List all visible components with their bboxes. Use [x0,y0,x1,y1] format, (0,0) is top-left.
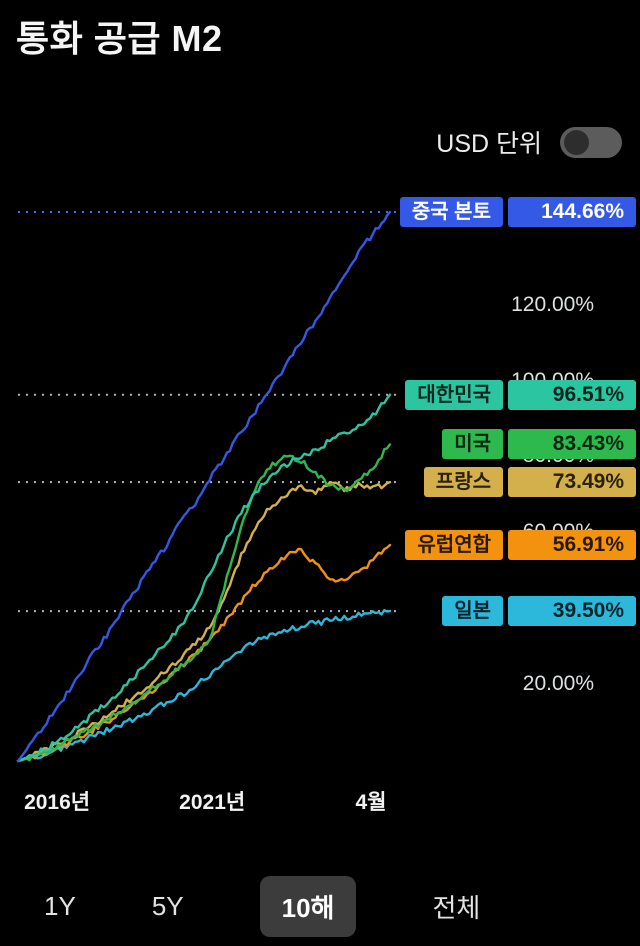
x-axis-label-2016: 2016년 [24,791,91,814]
series-legend-eu: 유럽연합 56.91% [405,530,636,560]
series-value: 144.66% [508,197,636,227]
series-label: 유럽연합 [405,530,503,560]
x-axis-label-april: 4월 [355,791,387,814]
series-label: 프랑스 [423,467,503,498]
series-label: 일본 [442,596,503,627]
range-button-all[interactable]: 전체 [432,878,480,935]
toggle-knob-icon [564,129,589,155]
range-button-1y[interactable]: 1Y [44,881,76,932]
page-title: 통화 공급 M2 [16,18,223,59]
series-legend-france: 프랑스 73.49% [423,467,636,498]
series-legend-japan: 일본 39.50% [442,596,636,627]
series-value: 96.51% [508,379,636,410]
series-legend-china: 중국 본토 144.66% [399,197,636,227]
usd-unit-label: USD 단위 [436,130,542,158]
series-value: 83.43% [508,429,636,460]
y-axis-label: 20.00% [522,672,594,696]
series-value: 56.91% [508,530,636,560]
y-axis-label: 120.00% [511,292,594,316]
series-value: 73.49% [508,467,636,498]
series-legend-usa: 미국 83.43% [442,429,636,460]
series-label: 대한민국 [405,379,503,410]
usd-toggle-switch[interactable] [560,126,622,158]
series-value: 39.50% [508,596,636,627]
x-axis-label-2021: 2021년 [179,791,246,814]
range-button-5y[interactable]: 5Y [152,881,184,932]
time-range-bar: 1Y 5Y 10해 전체 [44,876,480,937]
range-button-10y[interactable]: 10해 [259,876,357,937]
series-label: 중국 본토 [399,197,503,227]
series-label: 미국 [442,429,503,460]
usd-toggle-row: USD 단위 [436,124,622,160]
series-legend-korea: 대한민국 96.51% [405,379,636,410]
